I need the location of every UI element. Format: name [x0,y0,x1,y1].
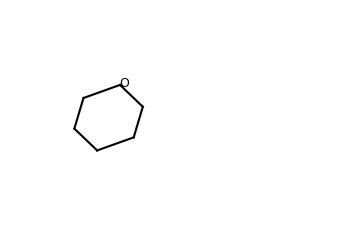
Text: O: O [120,77,129,90]
